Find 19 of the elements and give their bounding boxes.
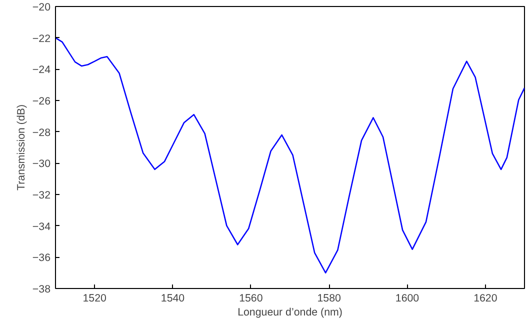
y-axis-title: Transmission (dB) — [15, 104, 28, 191]
y-tick-label: −20 — [32, 2, 51, 14]
x-axis-title: Longueur d’onde (nm) — [238, 306, 342, 318]
y-tick-label: −30 — [32, 158, 51, 170]
y-tick-label: −24 — [32, 64, 51, 76]
x-tick-label: 1540 — [160, 292, 185, 304]
y-tick-label: −32 — [32, 190, 51, 202]
line-series — [56, 37, 524, 274]
x-tick-label: 1600 — [395, 292, 420, 304]
y-tick-label: −28 — [32, 126, 51, 139]
x-tick-label: 1520 — [82, 292, 107, 304]
y-tick-label: −22 — [32, 32, 51, 45]
y-tick-label: −36 — [32, 252, 51, 264]
y-tick-label: −38 — [32, 284, 51, 296]
x-tick-label: 1620 — [474, 292, 498, 304]
y-tick-label: −26 — [32, 96, 51, 108]
y-tick-label: −34 — [32, 220, 51, 233]
x-tick-label: 1560 — [239, 292, 263, 304]
x-tick-label: 1580 — [317, 292, 342, 304]
